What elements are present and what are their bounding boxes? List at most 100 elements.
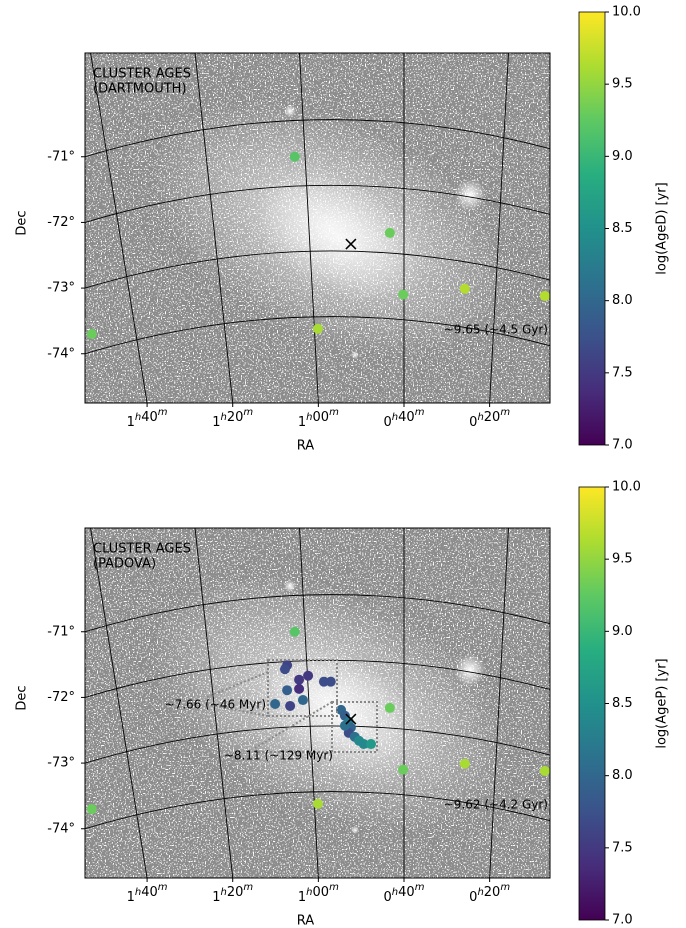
panel xyxy=(85,528,550,878)
cluster-point xyxy=(459,283,470,294)
region-box xyxy=(331,701,378,753)
cluster-point xyxy=(294,674,305,685)
colorbar-tick-label: 8.0 xyxy=(612,768,633,783)
colorbar-label: log(AgeP) [yr] xyxy=(655,658,670,748)
ra-graticule xyxy=(90,528,148,878)
annotation: ~9.65 (~4.5 Gyr) xyxy=(444,323,548,337)
x-tick-label: 1h20m xyxy=(212,882,253,905)
cluster-point xyxy=(279,664,290,675)
ra-graticule xyxy=(489,53,509,403)
x-tick-label: 0h40m xyxy=(384,882,425,905)
y-axis-label: Dec xyxy=(15,210,30,235)
y-axis-label: Dec xyxy=(15,685,30,710)
dec-graticule xyxy=(85,594,550,633)
colorbar-tick-label: 10.0 xyxy=(612,480,641,495)
annotation: ~9.62 (~4.2 Gyr) xyxy=(444,798,548,812)
cluster-point xyxy=(303,670,314,681)
x-tick-label: 0h40m xyxy=(384,407,425,430)
colorbar-tick-label: 9.0 xyxy=(612,149,633,164)
ra-graticule xyxy=(194,528,234,878)
panel xyxy=(85,53,550,403)
center-marker xyxy=(345,713,357,725)
colorbar xyxy=(578,486,606,921)
ra-graticule xyxy=(489,528,509,878)
y-tick-label: -74° xyxy=(47,346,75,361)
panel-subtitle: (PADOVA) xyxy=(93,557,156,572)
x-axis-label: RA xyxy=(297,914,315,928)
ra-graticule xyxy=(90,53,148,403)
colorbar xyxy=(578,11,606,446)
cluster-point xyxy=(539,765,550,776)
cluster-point xyxy=(86,804,97,815)
x-tick-label: 1h00m xyxy=(298,407,339,430)
ra-graticule xyxy=(299,53,319,403)
cluster-point xyxy=(312,323,323,334)
region-box xyxy=(267,659,338,717)
y-tick-label: -72° xyxy=(47,690,75,705)
bright-star xyxy=(284,105,296,117)
colorbar-tick-label: 9.5 xyxy=(612,77,633,92)
y-tick-label: -71° xyxy=(47,624,75,639)
stars xyxy=(85,53,550,403)
y-tick-label: -73° xyxy=(47,756,75,771)
cluster-point xyxy=(270,698,281,709)
colorbar-tick-label: 9.5 xyxy=(612,552,633,567)
x-tick-label: 0h20m xyxy=(469,882,510,905)
axes-frame xyxy=(84,527,551,879)
cluster-point xyxy=(384,702,395,713)
annotation: ~8.11 (~129 Myr) xyxy=(224,749,333,763)
y-tick-label: -71° xyxy=(47,149,75,164)
cluster-point xyxy=(325,676,336,687)
panel-title: CLUSTER AGES xyxy=(93,542,191,557)
x-axis-label: RA xyxy=(297,439,315,454)
colorbar-tick-label: 8.0 xyxy=(612,293,633,308)
cluster-point xyxy=(297,695,308,706)
panel-title: CLUSTER AGES xyxy=(93,67,191,82)
dec-graticule xyxy=(85,791,550,830)
cluster-point xyxy=(398,289,409,300)
axes-frame xyxy=(84,52,551,404)
dec-graticule xyxy=(85,184,550,223)
stars xyxy=(85,528,550,878)
connector xyxy=(204,671,269,699)
cluster-point xyxy=(86,329,97,340)
y-tick-label: -72° xyxy=(47,215,75,230)
colorbar-tick-label: 7.5 xyxy=(612,840,633,855)
colorbar-tick-label: 8.5 xyxy=(612,221,633,236)
ra-graticule xyxy=(194,53,234,403)
panel-subtitle: (DARTMOUTH) xyxy=(93,82,187,97)
colorbar-tick-label: 9.0 xyxy=(612,624,633,639)
bright-cluster xyxy=(454,179,486,211)
x-tick-label: 1h40m xyxy=(127,407,168,430)
colorbar-tick-label: 8.5 xyxy=(612,696,633,711)
cluster-point xyxy=(318,676,329,687)
cluster-point xyxy=(384,227,395,238)
annotation: ~7.66 (~46 Myr) xyxy=(165,698,266,712)
bright-star xyxy=(351,351,359,359)
bright-cluster xyxy=(454,654,486,686)
x-tick-label: 1h20m xyxy=(212,407,253,430)
x-tick-label: 0h20m xyxy=(469,407,510,430)
colorbar-tick-label: 7.5 xyxy=(612,365,633,380)
dec-graticule xyxy=(85,316,550,355)
dec-graticule xyxy=(85,725,550,764)
cluster-point xyxy=(294,683,305,694)
x-tick-label: 1h00m xyxy=(298,882,339,905)
bright-star xyxy=(284,580,296,592)
cluster-point xyxy=(289,626,300,637)
cluster-point xyxy=(539,290,550,301)
colorbar-tick-label: 7.0 xyxy=(612,913,633,928)
cluster-point xyxy=(366,739,377,750)
connector xyxy=(204,703,269,717)
cluster-point xyxy=(289,151,300,162)
cluster-point xyxy=(358,739,369,750)
cluster-point xyxy=(459,758,470,769)
ra-graticule xyxy=(299,528,319,878)
cluster-point xyxy=(282,685,293,696)
cluster-point xyxy=(398,764,409,775)
y-tick-label: -74° xyxy=(47,821,75,836)
cluster-point xyxy=(285,700,296,711)
connector xyxy=(254,701,333,749)
bright-star xyxy=(351,826,359,834)
